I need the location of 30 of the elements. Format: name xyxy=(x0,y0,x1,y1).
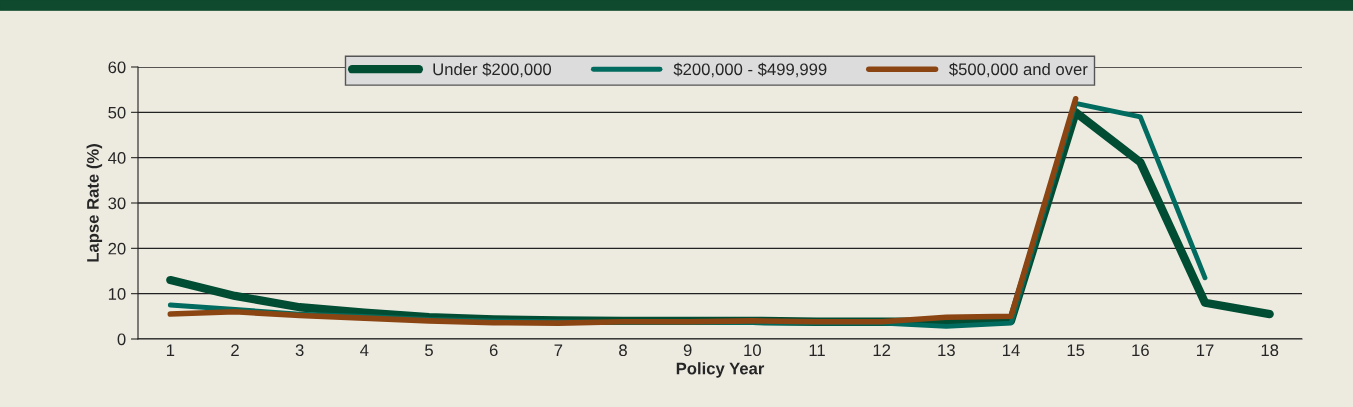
x-tick-label: 16 xyxy=(1132,344,1149,357)
x-tick-label: 1 xyxy=(166,344,175,356)
x-tick-label: 2 xyxy=(231,344,239,356)
x-tick-label: 5 xyxy=(425,344,433,357)
y-tick-label: 60 xyxy=(108,61,126,74)
x-tick-label: 17 xyxy=(1197,344,1214,356)
x-tick-label: 13 xyxy=(938,344,955,357)
x-tick-label: 10 xyxy=(744,344,761,357)
x-tick-label: 12 xyxy=(873,344,891,356)
legend-label: $200,000 - $499,999 xyxy=(673,62,827,78)
y-tick-label: 30 xyxy=(108,197,126,210)
y-tick-label: 40 xyxy=(108,152,126,164)
x-tick-label: 4 xyxy=(360,344,369,356)
x-axis-title: Policy Year xyxy=(676,362,765,378)
x-tick-label: 14 xyxy=(1003,344,1020,356)
y-tick-label: 50 xyxy=(108,106,126,119)
x-tick-label: 9 xyxy=(683,344,692,357)
y-tick-label: 20 xyxy=(108,242,126,255)
x-tick-label: 18 xyxy=(1261,344,1279,357)
x-tick-label: 11 xyxy=(809,344,825,356)
x-tick-label: 3 xyxy=(295,344,304,357)
y-axis-title: Lapse Rate (%) xyxy=(86,144,103,262)
x-tick-label: 15 xyxy=(1067,344,1085,357)
x-tick-label: 6 xyxy=(489,344,498,357)
x-tick-label: 8 xyxy=(619,344,627,357)
legend-label: $500,000 and over xyxy=(949,62,1088,78)
y-tick-label: 10 xyxy=(108,288,126,300)
y-tick-label: 0 xyxy=(117,333,126,346)
x-tick-label: 7 xyxy=(554,344,563,356)
legend-label: Under $200,000 xyxy=(433,62,552,78)
